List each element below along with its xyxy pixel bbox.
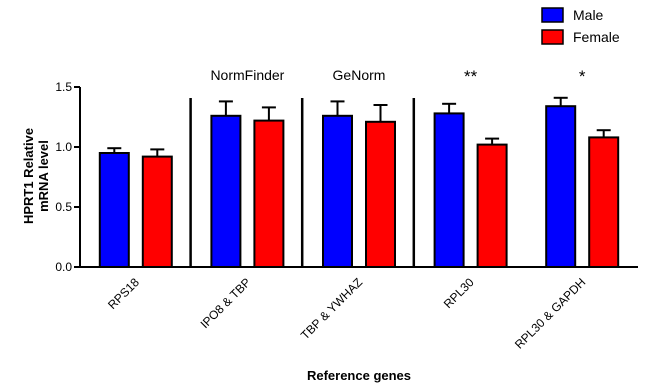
bar-male-2 xyxy=(322,114,353,268)
bar-male-3 xyxy=(433,112,465,269)
y-tick-label: 0.0 xyxy=(55,260,72,274)
bar-female-2 xyxy=(365,120,396,268)
y-tick-label: 1.5 xyxy=(55,80,72,94)
bar-female-4 xyxy=(588,136,620,268)
significance-marker: ** xyxy=(464,67,478,86)
method-annotation: NormFinder xyxy=(210,67,284,83)
category-labels: RPS18 IPO8 & TBP TBP & YWHAZ RPL30 RPL30 & G… xyxy=(105,275,588,352)
significance-marker: * xyxy=(579,67,586,86)
bar-male-4 xyxy=(545,105,577,268)
group-separators xyxy=(189,98,416,267)
bar-female-1 xyxy=(253,119,285,268)
bars xyxy=(98,96,620,269)
y-axis-title-line-2: mRNA level xyxy=(36,140,51,212)
category-label: TBP & YWHAZ xyxy=(298,275,365,342)
x-axis-title: Reference genes xyxy=(307,368,411,383)
y-axis-title-line-1: HPRT1 Relative xyxy=(21,128,36,224)
legend: Male Female xyxy=(541,7,620,45)
category-label: RPS18 xyxy=(105,275,142,312)
category-label: IPO8 & TBP xyxy=(198,275,254,331)
legend-label-male: Male xyxy=(573,7,604,23)
method-annotation: GeNorm xyxy=(333,67,386,83)
y-tick-label: 1.0 xyxy=(55,140,72,154)
legend-swatch-female xyxy=(541,29,564,45)
bar-male-0 xyxy=(98,152,130,268)
category-label: RPL30 & GAPDH xyxy=(512,275,588,351)
bar-female-0 xyxy=(141,155,173,269)
y-tick-label: 0.5 xyxy=(55,200,72,214)
bar-male-1 xyxy=(210,114,242,268)
legend-label-female: Female xyxy=(573,29,620,45)
legend-swatch-male xyxy=(541,7,564,23)
annotations: NormFinder GeNorm ** * xyxy=(210,67,585,86)
y-ticks: 0.0 0.5 1.0 1.5 xyxy=(55,80,80,274)
category-label: RPL30 xyxy=(441,275,477,311)
bar-female-3 xyxy=(476,143,508,269)
